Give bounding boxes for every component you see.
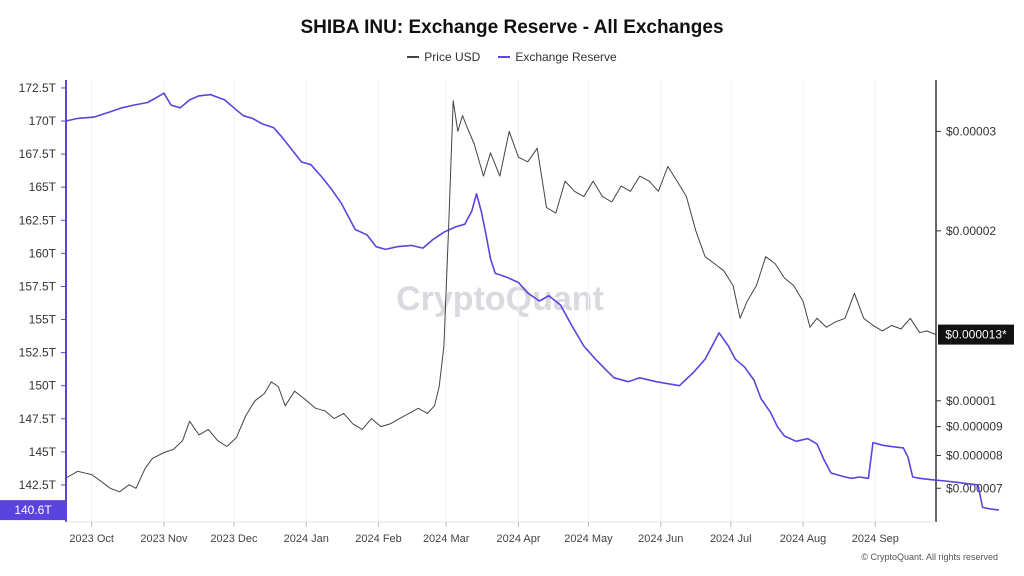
left-tick-label: 167.5T <box>19 147 57 161</box>
legend-label-price: Price USD <box>424 50 481 64</box>
left-tick-label: 145T <box>29 445 57 459</box>
price-usd-line <box>65 100 937 493</box>
left-tick-label: 150T <box>29 379 57 393</box>
left-tick-label: 162.5T <box>19 213 57 227</box>
chart-legend: Price USD Exchange Reserve <box>0 50 1024 64</box>
x-tick-label: 2024 Aug <box>780 533 827 545</box>
right-tick-label: $0.000008 <box>946 449 1003 463</box>
x-tick-label: 2024 Jan <box>284 533 329 545</box>
x-tick-label: 2023 Oct <box>69 533 114 545</box>
reserve-current-badge <box>0 500 66 521</box>
left-tick-label: 157.5T <box>19 279 57 293</box>
chart-title: SHIBA INU: Exchange Reserve - All Exchan… <box>300 17 724 38</box>
watermark-text: CryptoQuant <box>396 280 604 318</box>
left-tick-label: 147.5T <box>19 412 57 426</box>
left-tick-label: 152.5T <box>19 346 57 360</box>
left-tick-label: 155T <box>29 313 57 327</box>
x-tick-label: 2024 Sep <box>852 533 899 545</box>
x-tick-label: 2024 Apr <box>496 533 540 545</box>
left-tick-label: 160T <box>29 246 57 260</box>
copyright-text: © CryptoQuant. All rights reserved <box>861 552 998 562</box>
badges-layer: 140.6T $0.000013* <box>0 324 1014 521</box>
x-tick-label: 2024 Jun <box>638 533 683 545</box>
legend-swatch-price <box>407 56 420 58</box>
reserve-current-badge-label: 140.6T <box>14 503 52 517</box>
right-tick-label: $0.00001 <box>946 394 996 408</box>
legend-swatch-reserve <box>498 56 511 58</box>
legend-item-price[interactable]: Price USD <box>407 50 480 64</box>
legend-item-reserve[interactable]: Exchange Reserve <box>498 50 617 64</box>
right-tick-label: $0.00002 <box>946 224 996 238</box>
axes-layer: 172.5T 170T 167.5T 165T 162.5T 160T 157.5T 155T… <box>19 80 1003 545</box>
left-tick-label: 172.5T <box>19 81 57 95</box>
exchange-reserve-line <box>65 92 1000 511</box>
price-current-badge <box>938 324 1014 345</box>
price-current-badge-label: $0.000013* <box>945 328 1007 342</box>
left-tick-label: 165T <box>29 180 57 194</box>
right-tick-label: $0.00003 <box>946 124 996 138</box>
x-tick-label: 2024 Mar <box>423 533 470 545</box>
x-tick-label: 2023 Dec <box>210 533 258 545</box>
x-tick-label: 2024 May <box>564 533 613 545</box>
legend-label-reserve: Exchange Reserve <box>515 50 617 64</box>
right-tick-label: $0.000009 <box>946 420 1003 434</box>
x-tick-label: 2023 Nov <box>140 533 188 545</box>
left-tick-label: 170T <box>29 114 57 128</box>
series-layer <box>65 92 1000 511</box>
x-tick-label: 2024 Jul <box>710 533 752 545</box>
right-tick-label: $0.000007 <box>946 481 1003 495</box>
x-tick-label: 2024 Feb <box>355 533 401 545</box>
left-tick-label: 142.5T <box>19 478 57 492</box>
